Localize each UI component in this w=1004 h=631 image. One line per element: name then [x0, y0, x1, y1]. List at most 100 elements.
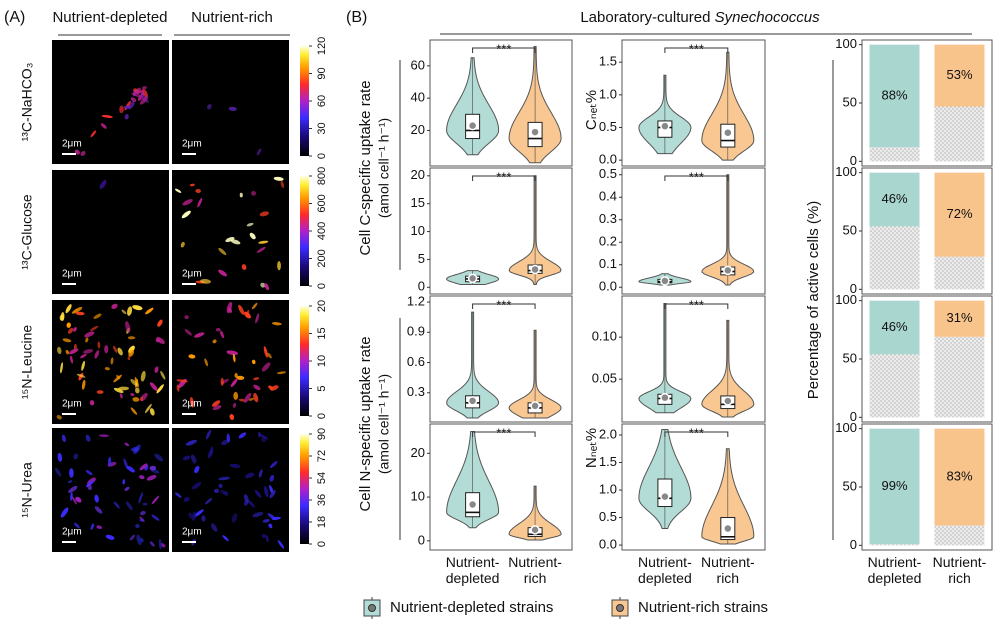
cell-signal	[210, 523, 218, 532]
cell-signal	[87, 483, 92, 491]
cell-signal	[236, 375, 245, 380]
cell-signal	[218, 247, 227, 256]
value-label: 72%	[946, 206, 972, 221]
cell-signal	[68, 348, 79, 355]
colorbar-tick-label: 800	[316, 167, 328, 185]
y-tick-label: 20	[411, 122, 425, 137]
colorbar-tick-label: 90	[316, 67, 328, 79]
cell-signal	[144, 403, 152, 414]
significance-label: ***	[689, 425, 704, 440]
cell-signal	[212, 339, 217, 344]
y-tick-label: 5	[418, 251, 425, 266]
title-text: Laboratory-cultured	[580, 9, 710, 26]
nanosims-image	[172, 170, 289, 294]
cell-signal	[258, 240, 269, 244]
cell-signal	[251, 302, 258, 310]
panel-title: Laboratory-cultured Synechococcus	[580, 9, 820, 26]
cell-signal	[269, 460, 278, 469]
cell-signal	[253, 384, 261, 391]
y-tick-label: 0.1	[599, 256, 617, 271]
cell-signal	[76, 373, 86, 378]
cell-signal	[140, 95, 149, 105]
colorbar-tick-label: 120	[316, 37, 328, 55]
x-tick-label: Nutrient-depleted	[638, 554, 692, 586]
colorbar-tick-label: 0	[316, 413, 328, 419]
cell-signal	[130, 97, 137, 102]
significance-bracket	[664, 303, 729, 309]
significance-label: ***	[689, 169, 704, 184]
significance-bracket	[664, 431, 729, 437]
cell-signal	[182, 455, 191, 461]
cell-signal	[229, 463, 241, 469]
cell-signal	[158, 538, 162, 550]
colorbar-tick-label: 36	[316, 494, 328, 506]
cell-signal	[269, 474, 275, 482]
cell-signal	[280, 180, 285, 188]
y-tick-label: 50	[843, 94, 857, 109]
mean	[467, 120, 478, 131]
colorbar-tick-label: 5	[316, 385, 328, 391]
cell-signal	[135, 387, 140, 394]
y-tick-label: 10	[411, 489, 425, 504]
mean	[660, 392, 670, 403]
cell-signal	[218, 483, 223, 488]
cell-signal	[248, 397, 255, 401]
cell-signal	[149, 465, 157, 471]
cell-signal	[258, 433, 269, 440]
cell-signal	[233, 391, 239, 400]
scale-bar-label: 2μm	[182, 527, 202, 538]
cell-signal	[125, 321, 131, 333]
colorbar-tick-label: 20	[316, 300, 328, 312]
scale-bar-label: 2μm	[62, 269, 82, 280]
bar-segment	[869, 44, 920, 148]
bar-segment	[869, 300, 920, 355]
cell-signal	[55, 467, 62, 477]
y-axis-title: (amol cell⁻¹ h⁻¹)	[376, 118, 392, 218]
y-axis-title: Cell N-specific uptake rate	[357, 336, 374, 511]
colorbar-tick-label: 400	[316, 222, 328, 240]
cell-signal	[136, 87, 142, 95]
cell-signal	[108, 456, 112, 467]
y-tick-label: 0	[850, 409, 857, 424]
cell-signal	[267, 513, 277, 521]
cell-signal	[243, 494, 249, 504]
cell-signal	[138, 492, 144, 504]
cell-signal	[145, 307, 154, 315]
y-tick-label: 0.0	[599, 279, 617, 294]
cell-signal	[135, 523, 140, 529]
cell-signal	[241, 264, 247, 270]
y-tick-label: 2.0	[599, 426, 617, 441]
cell-signal	[85, 434, 91, 442]
colorbar-tick-label: 0	[316, 153, 328, 159]
cell-signal	[101, 114, 113, 118]
cell-signal	[74, 149, 80, 155]
colorbar	[300, 176, 309, 286]
x-tick-label: Nutrient-depleted	[867, 554, 922, 586]
y-axis-title: Cell C-specific uptake rate	[357, 80, 374, 255]
significance-label: ***	[496, 41, 511, 56]
bar-segment	[934, 106, 985, 162]
significance-label: ***	[496, 169, 511, 184]
bar-segment	[934, 428, 985, 526]
cell-signal	[200, 278, 211, 284]
mean	[660, 121, 670, 131]
cell-signal	[176, 379, 189, 383]
colorbar-tick-label: 60	[316, 95, 328, 107]
cell-signal	[238, 432, 247, 439]
bar-segment	[934, 336, 985, 418]
cell-signal	[139, 475, 145, 480]
scale-bar-label: 2μm	[182, 139, 202, 150]
cell-signal	[258, 469, 263, 478]
cell-signal	[71, 307, 83, 314]
y-tick-label: 100	[835, 292, 857, 307]
cell-signal	[212, 405, 222, 411]
legend-dot	[616, 604, 624, 612]
mean	[723, 265, 733, 276]
cell-signal	[90, 325, 99, 331]
cell-signal	[142, 502, 148, 506]
cell-signal	[149, 382, 158, 392]
y-tick-label: 1.5	[599, 454, 617, 469]
y-axis-title: Nₙₑₜ%	[583, 428, 600, 468]
cell-signal	[81, 379, 86, 390]
cell-signal	[57, 452, 63, 462]
